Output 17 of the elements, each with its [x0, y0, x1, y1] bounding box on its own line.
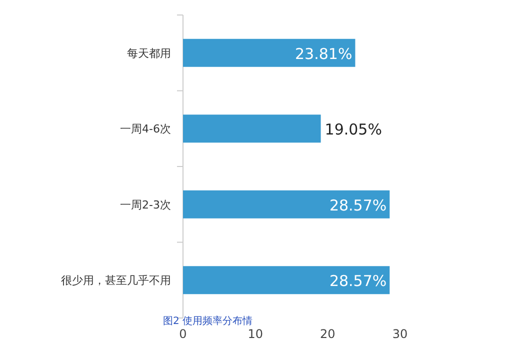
y-tick-label: 每天都用 [127, 46, 171, 60]
text: 图2 使用频率分布情 [163, 315, 253, 327]
bar [183, 266, 390, 294]
x-tick-label: 30 [392, 327, 408, 341]
y-tick-label: 很少用，甚至几乎不用 [61, 274, 171, 288]
y-tick-label: 一周2-3次 [120, 198, 171, 212]
data-label: 28.57% [329, 272, 387, 290]
x-tick-label: 10 [248, 327, 263, 341]
data-label: 28.57% [329, 196, 387, 214]
data-label: 19.05% [324, 120, 382, 139]
y-tick-label: 一周4-6次 [120, 122, 171, 136]
bar [183, 114, 321, 143]
x-tick-label: 20 [320, 327, 336, 341]
data-label: 23.81% [295, 44, 352, 63]
x-tick-label: 0 [179, 327, 187, 341]
bar [183, 190, 390, 218]
bar [183, 38, 356, 67]
